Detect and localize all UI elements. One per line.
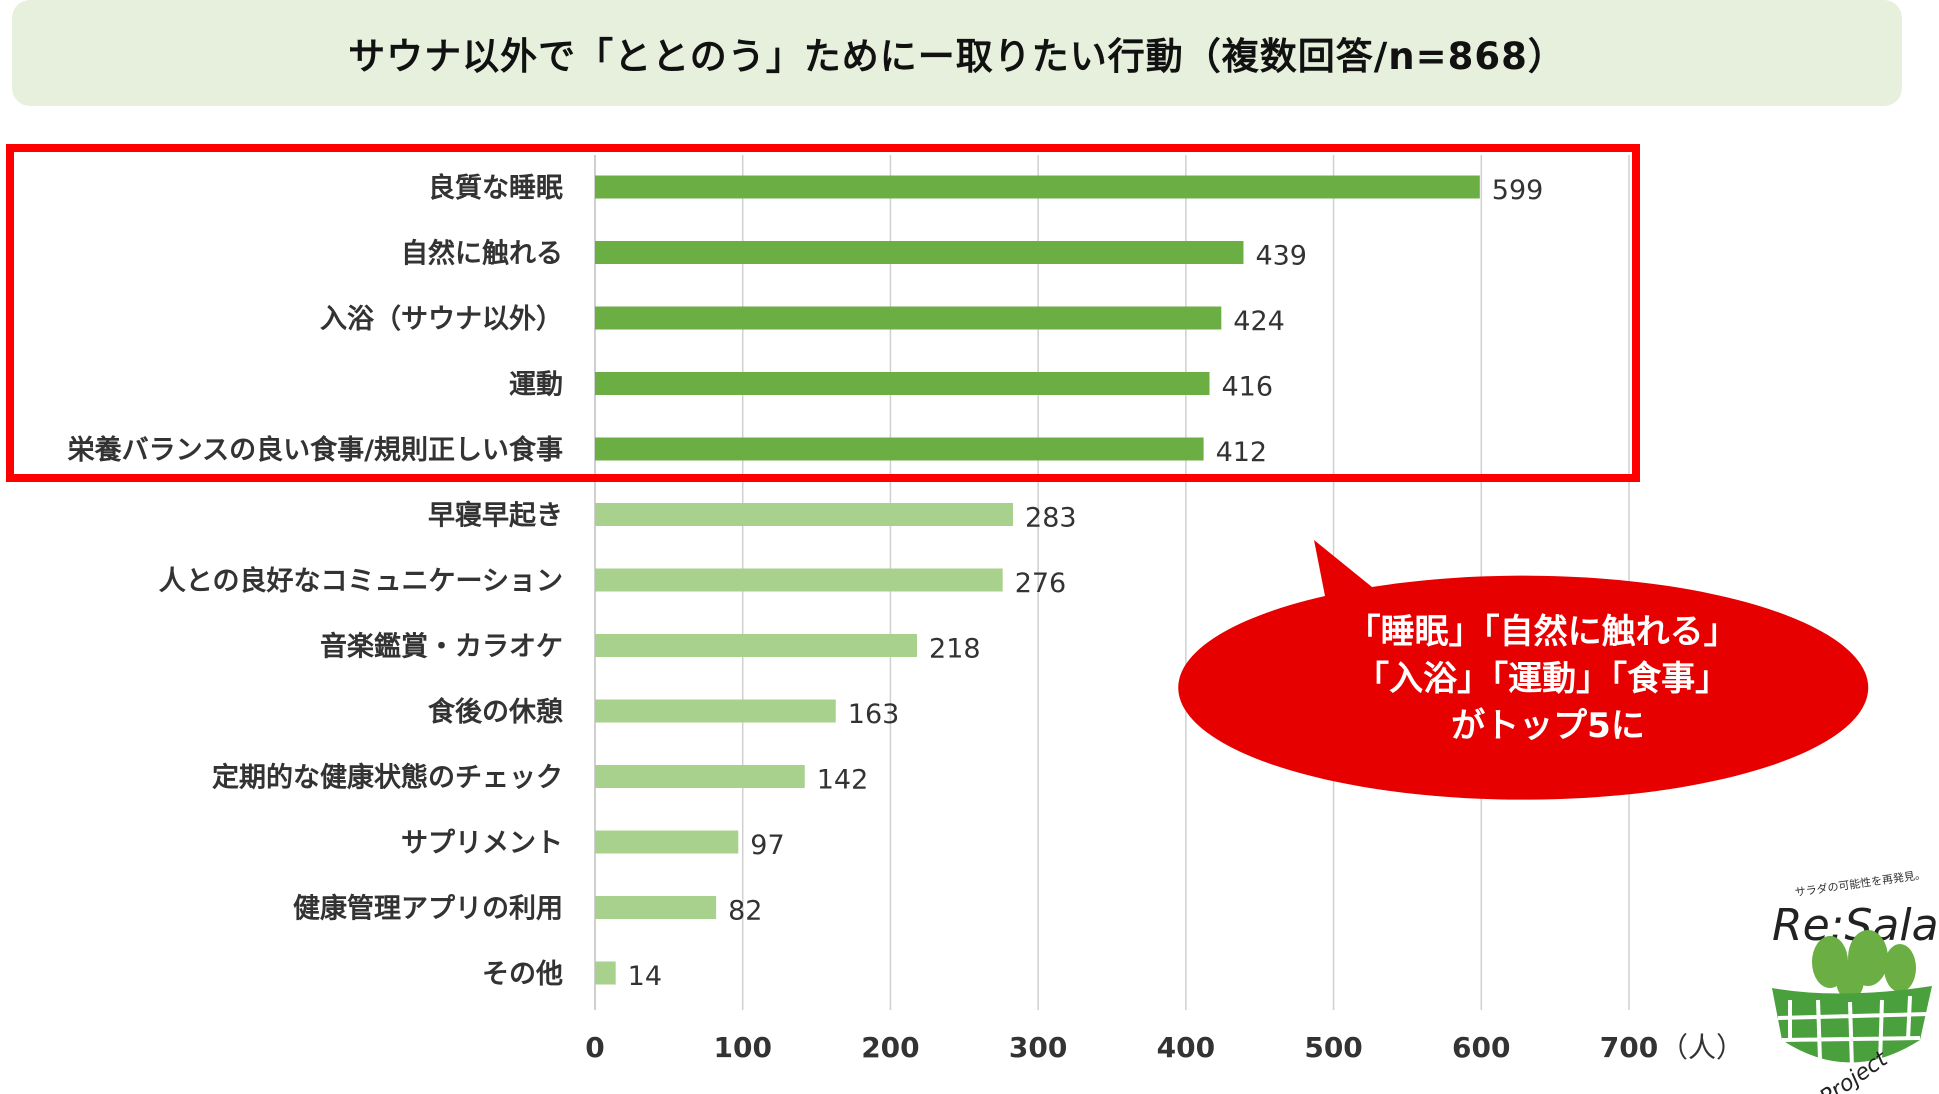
value-label: 424 xyxy=(1233,306,1285,337)
category-label: 自然に触れる xyxy=(401,238,563,270)
x-tick-label: 0 xyxy=(585,1031,604,1064)
value-label: 14 xyxy=(628,961,662,992)
bar xyxy=(595,437,1204,461)
category-label: 良質な睡眠 xyxy=(428,172,563,204)
bar xyxy=(595,306,1222,330)
callout: 「睡眠」「自然に触れる」 「入浴」「運動」「食事」 がトップ5に xyxy=(1178,540,1869,800)
value-label: 218 xyxy=(929,634,981,665)
callout-line-1: 「睡眠」「自然に触れる」 xyxy=(1347,612,1738,652)
bar xyxy=(595,765,805,788)
value-label: 163 xyxy=(848,699,900,730)
value-label: 82 xyxy=(728,896,762,927)
bar xyxy=(595,372,1210,395)
callout-text: 「睡眠」「自然に触れる」 「入浴」「運動」「食事」 がトップ5に xyxy=(1347,612,1750,746)
callout-line-2: 「入浴」「運動」「食事」 xyxy=(1355,659,1729,699)
salad-bowl-icon xyxy=(1772,930,1932,1069)
bar xyxy=(595,830,739,854)
x-tick-label: 700 xyxy=(1600,1031,1658,1064)
bar xyxy=(595,634,918,657)
value-label: 142 xyxy=(817,765,869,796)
chart-title: サウナ以外で「ととのう」ためにー取りたい行動（複数回答/n=868） xyxy=(348,35,1566,78)
bar xyxy=(595,896,717,919)
category-label: 運動 xyxy=(509,370,563,401)
category-label: 入浴（サウナ以外） xyxy=(320,304,563,335)
x-tick-label: 500 xyxy=(1304,1031,1362,1064)
category-label: 定期的な健康状態のチェック xyxy=(212,762,563,794)
x-tick-label: 600 xyxy=(1452,1031,1510,1064)
value-label: 599 xyxy=(1492,175,1544,206)
bar xyxy=(595,961,616,985)
bar xyxy=(595,503,1014,526)
category-label: その他 xyxy=(482,959,563,990)
bar xyxy=(595,699,836,723)
top5-highlight-box xyxy=(6,144,1640,482)
resalad-logo: サラダの可能性を再発見。 Re:Salad Project xyxy=(1772,867,1939,1094)
bar xyxy=(595,568,1003,592)
bar xyxy=(595,241,1244,264)
x-tick-label: 100 xyxy=(713,1031,771,1064)
title-banner: サウナ以外で「ととのう」ためにー取りたい行動（複数回答/n=868） xyxy=(12,0,1902,106)
labels: 599 良質な睡眠 439 自然に触れる 424 入浴（サウナ以外） 416 運動 412 栄養バ… xyxy=(67,172,1544,992)
x-axis-unit: （人） xyxy=(1660,1031,1744,1064)
callout-bubble xyxy=(1178,540,1869,800)
bars xyxy=(595,175,1480,985)
value-label: 412 xyxy=(1216,437,1268,468)
value-label: 416 xyxy=(1221,372,1273,403)
x-tick-label: 200 xyxy=(861,1031,919,1064)
x-tick-label: 300 xyxy=(1009,1031,1067,1064)
logo-tagline: サラダの可能性を再発見。 xyxy=(1794,867,1927,899)
category-label: 音楽鑑賞・カラオケ xyxy=(320,631,563,663)
bar xyxy=(595,175,1480,199)
x-axis: 0 100 200 300 400 500 600 700 xyxy=(585,1031,1658,1064)
value-label: 276 xyxy=(1015,568,1067,599)
value-label: 439 xyxy=(1255,241,1307,272)
callout-line-3: がトップ5に xyxy=(1451,706,1645,746)
value-label: 283 xyxy=(1025,503,1077,534)
category-label: 栄養バランスの良い食事/規則正しい食事 xyxy=(67,434,563,466)
category-label: 食後の休憩 xyxy=(428,696,563,728)
category-label: 早寝早起き xyxy=(428,500,563,532)
category-label: サプリメント xyxy=(401,828,563,859)
value-label: 97 xyxy=(750,830,784,861)
category-label: 人との良好なコミュニケーション xyxy=(159,565,563,597)
x-tick-label: 400 xyxy=(1157,1031,1215,1064)
category-label: 健康管理アプリの利用 xyxy=(293,893,563,925)
